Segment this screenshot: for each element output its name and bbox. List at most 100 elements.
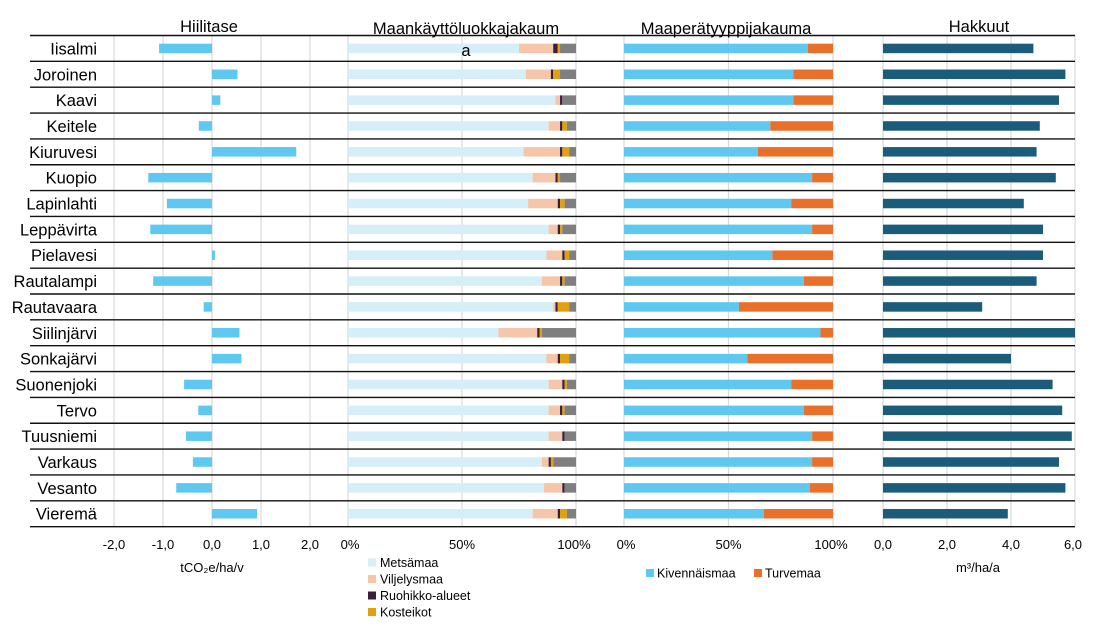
- tick-label-harvest: 0,0: [874, 537, 892, 552]
- tick-label-landuse: 50%: [449, 537, 475, 552]
- landuse-segment: [550, 457, 554, 467]
- carbon-bar: [212, 328, 240, 338]
- soil-segment: [770, 121, 833, 131]
- soil-segment: [624, 147, 758, 157]
- landuse-segment: [528, 198, 558, 209]
- landuse-segment: [348, 172, 533, 183]
- landuse-segment: [562, 224, 576, 235]
- soil-segment: [807, 43, 833, 54]
- panel-title-soil: Maaperätyyppijakauma: [641, 20, 812, 38]
- landuse-segment: [562, 276, 565, 286]
- landuse-segment: [548, 405, 561, 416]
- landuse-segment: [564, 405, 576, 416]
- legend-swatch-landuse: [368, 591, 376, 600]
- legend-label-landuse: Viljelysmaa: [380, 573, 443, 587]
- soil-segment: [812, 172, 833, 183]
- municipality-label: Siilinjärvi: [32, 325, 97, 343]
- landuse-segment: [562, 95, 576, 105]
- legend-label-landuse: Kosteikot: [380, 606, 432, 620]
- landuse-segment: [569, 250, 576, 260]
- carbon-bar: [198, 405, 212, 416]
- soil-segment: [624, 198, 792, 209]
- carbon-bar: [176, 483, 212, 493]
- soil-segment: [624, 431, 813, 441]
- landuse-segment: [539, 328, 542, 338]
- tick-label-carbon: -1,0: [152, 537, 174, 552]
- harvest-bar: [883, 328, 1075, 338]
- carbon-bar: [166, 198, 212, 209]
- landuse-segment: [348, 431, 549, 441]
- landuse-segment: [560, 224, 563, 235]
- landuse-segment: [560, 43, 576, 54]
- landuse-segment: [348, 483, 545, 493]
- landuse-segment: [560, 172, 576, 183]
- municipality-label: Kaavi: [56, 92, 97, 110]
- landuse-segment: [348, 69, 526, 80]
- landuse-segment: [564, 250, 570, 260]
- landuse-segment: [569, 147, 576, 157]
- tick-label-harvest: 2,0: [938, 537, 956, 552]
- soil-segment: [624, 276, 804, 286]
- axis-ticks: -2,0 -1,0 0,0 1,0 2,0 0% 50% 100% 0% 50% 100% 0,0 2,…: [103, 537, 1082, 552]
- municipality-label: Kiuruvesi: [29, 144, 97, 162]
- soil-segment: [624, 250, 773, 260]
- tick-label-soil: 100%: [814, 537, 848, 552]
- municipality-label: Vieremä: [36, 506, 98, 524]
- soil-segment: [624, 224, 813, 235]
- tick-label-landuse: 100%: [557, 537, 591, 552]
- bars: [148, 43, 1075, 519]
- landuse-segment: [537, 328, 540, 338]
- carbon-bar: [184, 379, 212, 390]
- harvest-bar: [883, 302, 983, 312]
- landuse-segment: [348, 379, 549, 390]
- landuse-segment: [348, 302, 554, 312]
- landuse-segment: [348, 121, 549, 131]
- harvest-bar: [883, 43, 1034, 54]
- municipality-label: Lapinlahti: [26, 196, 97, 214]
- soil-segment: [791, 198, 833, 209]
- carbon-bar: [212, 69, 238, 80]
- landuse-segment: [564, 431, 576, 441]
- soil-segment: [624, 302, 739, 312]
- landuse-segment: [544, 483, 563, 493]
- landuse-segment: [557, 302, 570, 312]
- carbon-bar: [186, 431, 212, 441]
- panel-title-carbon: Hiilitase: [180, 18, 238, 36]
- tick-label-carbon: 1,0: [252, 537, 270, 552]
- municipality-label: Leppävirta: [20, 221, 98, 239]
- tick-label-landuse: 0%: [341, 537, 360, 552]
- soil-segment: [624, 121, 771, 131]
- xlabel-harvest: m³/ha/a: [956, 560, 1001, 575]
- landuse-segment: [564, 198, 576, 209]
- soil-segment: [810, 483, 833, 493]
- landuse-segment: [555, 302, 558, 312]
- landuse-segment: [541, 328, 576, 338]
- landuse-segment: [560, 353, 570, 364]
- landuse-segment: [348, 276, 542, 286]
- landuse-segment: [562, 147, 570, 157]
- landuse-segment: [532, 172, 556, 183]
- municipality-label: Tervo: [57, 402, 97, 420]
- soil-segment: [624, 483, 811, 493]
- municipality-label: Sonkajärvi: [20, 351, 97, 369]
- landuse-segment: [553, 43, 558, 54]
- landuse-segment: [564, 276, 576, 286]
- landuse-segment: [548, 457, 551, 467]
- landuse-segment: [348, 405, 549, 416]
- landuse-segment: [348, 43, 519, 54]
- landuse-segment: [550, 69, 554, 80]
- tick-label-carbon: 2,0: [301, 537, 319, 552]
- landuse-segment: [348, 147, 524, 157]
- harvest-bar: [883, 147, 1037, 157]
- municipality-label: Tuusniemi: [22, 428, 98, 446]
- landuse-segment: [548, 224, 558, 235]
- municipality-label: Vesanto: [37, 480, 97, 498]
- harvest-bar: [883, 508, 1008, 519]
- carbon-bar: [212, 250, 215, 260]
- municipality-label: Varkaus: [38, 454, 97, 472]
- harvest-bar: [883, 224, 1043, 235]
- municipality-label: Iisalmi: [50, 40, 97, 58]
- landuse-segment: [562, 405, 565, 416]
- legends: Metsämaa Viljelysmaa Ruohikko-alueet Kostei…: [368, 556, 821, 620]
- landuse-segment: [557, 172, 561, 183]
